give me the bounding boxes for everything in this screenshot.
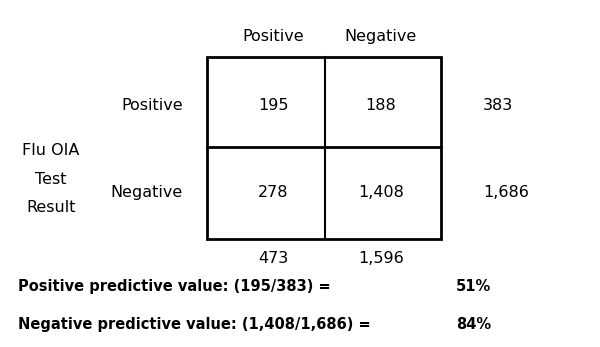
Text: Flu OIA: Flu OIA <box>22 143 80 159</box>
Text: Positive predictive value: (195/383) =: Positive predictive value: (195/383) = <box>18 279 331 294</box>
Text: Positive: Positive <box>121 98 183 113</box>
Text: 84%: 84% <box>456 317 491 332</box>
Text: 473: 473 <box>258 251 288 266</box>
Text: 195: 195 <box>258 98 288 113</box>
Text: 1,686: 1,686 <box>483 185 529 200</box>
Text: 51%: 51% <box>456 279 491 294</box>
Text: Positive: Positive <box>242 29 304 44</box>
Text: 383: 383 <box>483 98 513 113</box>
Text: Test: Test <box>35 172 67 187</box>
Text: 1,596: 1,596 <box>358 251 404 266</box>
Text: Negative: Negative <box>345 29 417 44</box>
Text: 188: 188 <box>365 98 397 113</box>
Text: 278: 278 <box>258 185 288 200</box>
Text: 1,408: 1,408 <box>358 185 404 200</box>
Text: Negative predictive value: (1,408/1,686) =: Negative predictive value: (1,408/1,686)… <box>18 317 371 332</box>
Text: Result: Result <box>26 200 76 215</box>
Text: Negative: Negative <box>111 185 183 200</box>
